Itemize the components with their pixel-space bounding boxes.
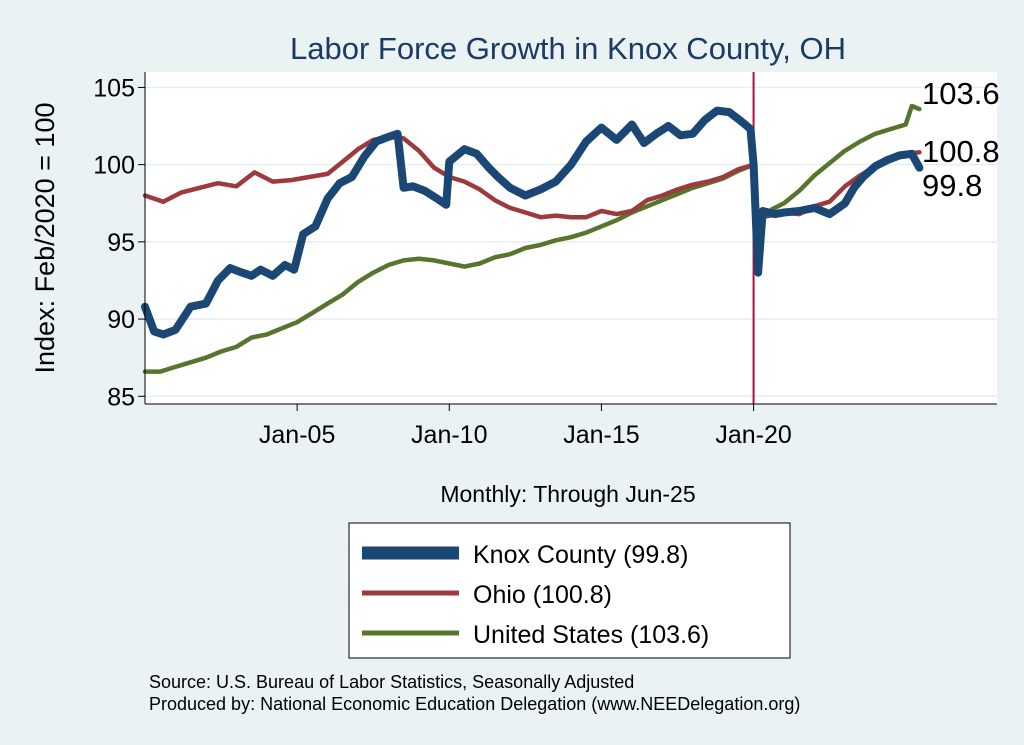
x-axis-label: Monthly: Through Jun-25 [440, 481, 695, 507]
y-tick-label-95: 95 [107, 229, 135, 257]
series-line-knox-county [141, 106, 924, 339]
series-line-united-states [142, 103, 922, 374]
y-axis: 85 90 95 100 105 [93, 74, 145, 411]
series-lines [141, 103, 924, 374]
source-line-2: Produced by: National Economic Education… [149, 694, 800, 714]
x-tick-label-Jan-10: Jan-10 [411, 421, 487, 449]
x-tick-label-Jan-05: Jan-05 [259, 421, 335, 449]
end-label-united-states: 103.6 [922, 76, 1000, 111]
y-tick-label-105: 105 [93, 74, 135, 102]
y-tick-label-85: 85 [107, 383, 135, 411]
legend: Knox County (99.8) Ohio (100.8) United Sta… [362, 541, 709, 649]
legend-label-2: United States (103.6) [473, 621, 709, 649]
y-axis-label: Index: Feb/2020 = 100 [30, 103, 60, 374]
legend-label-0: Knox County (99.8) [473, 541, 688, 569]
legend-label-1: Ohio (100.8) [473, 581, 612, 609]
x-axis: Jan-05 Jan-10 Jan-15 Jan-20 [259, 404, 792, 449]
y-tick-label-100: 100 [93, 152, 135, 180]
end-label-knox-county: 99.8 [922, 168, 982, 203]
end-label-ohio: 100.8 [922, 134, 1000, 169]
y-tick-label-90: 90 [107, 306, 135, 334]
chart-title: Labor Force Growth in Knox County, OH [290, 31, 846, 66]
x-tick-label-Jan-20: Jan-20 [715, 421, 791, 449]
x-tick-label-Jan-15: Jan-15 [563, 421, 639, 449]
source-line-1: Source: U.S. Bureau of Labor Statistics,… [149, 672, 634, 692]
